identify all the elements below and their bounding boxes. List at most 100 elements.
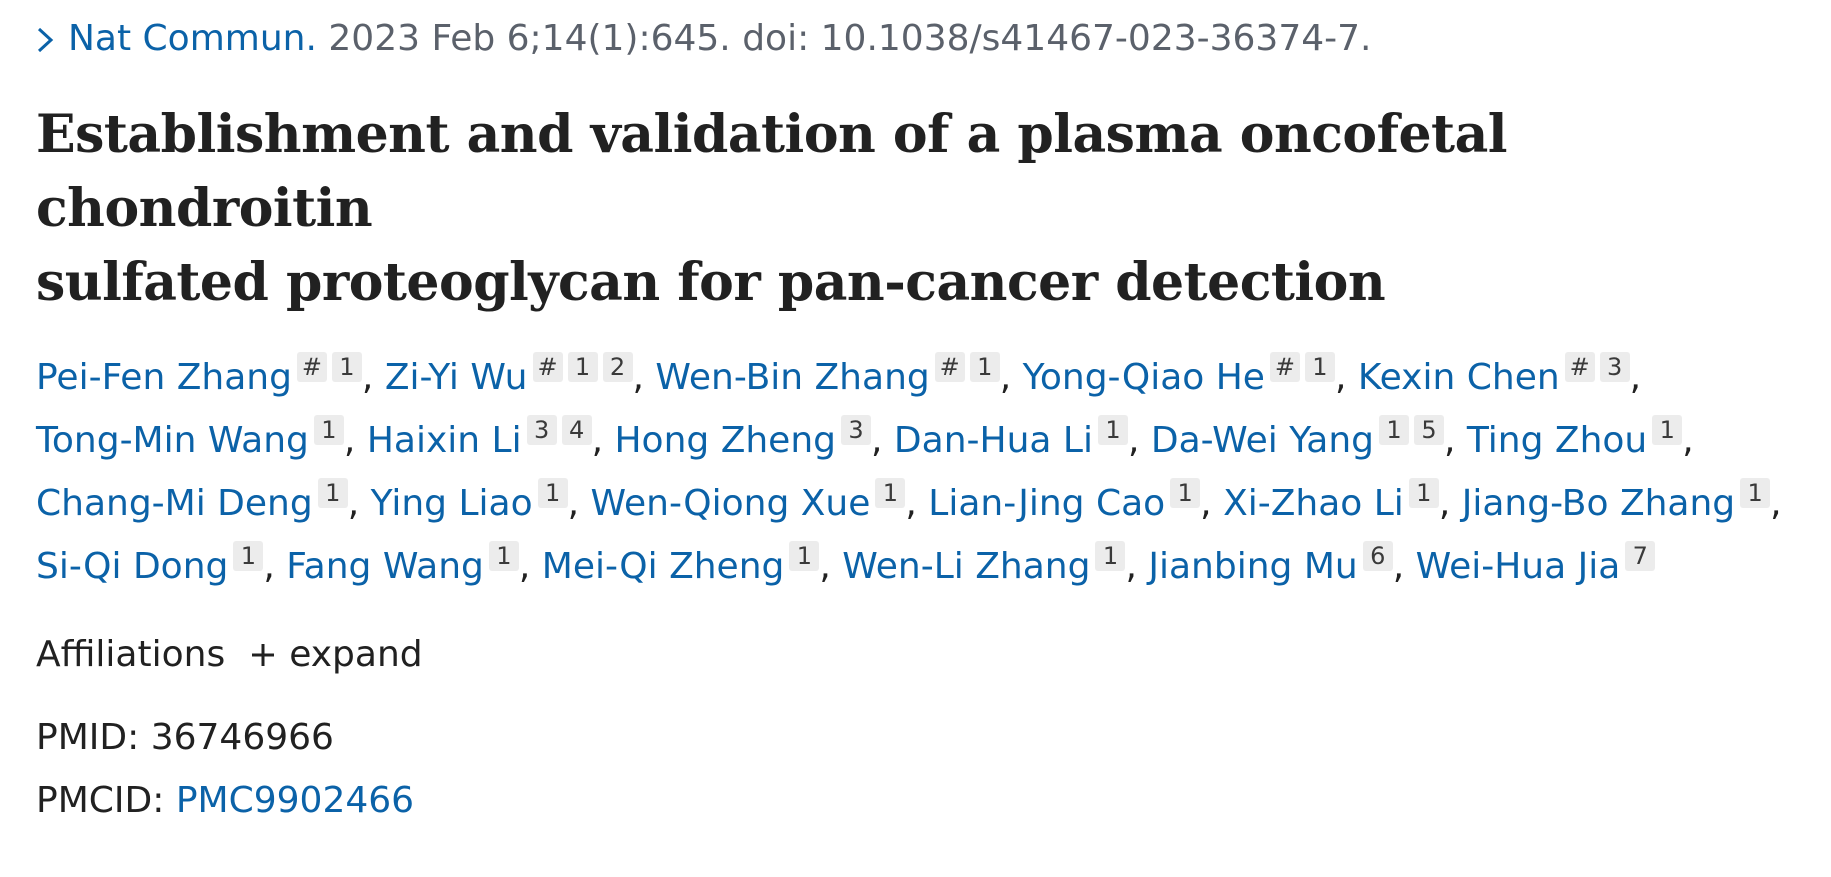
- affiliation-badge[interactable]: 1: [1408, 478, 1439, 508]
- author-separator: ,: [871, 420, 883, 461]
- author-name-link[interactable]: Haixin Li: [366, 420, 522, 461]
- affiliation-badge[interactable]: 3: [526, 415, 557, 445]
- affiliation-badge[interactable]: 6: [1362, 541, 1393, 571]
- expand-label: expand: [289, 634, 423, 675]
- author-separator: ,: [1444, 420, 1456, 461]
- author-separator: ,: [905, 483, 917, 524]
- chevron-right-icon[interactable]: [36, 27, 54, 53]
- author-name-link[interactable]: Yong-Qiao He: [1022, 357, 1265, 398]
- equal-contribution-badge[interactable]: #: [532, 352, 563, 382]
- author-name-link[interactable]: Hong Zheng: [614, 420, 836, 461]
- equal-contribution-badge[interactable]: #: [1269, 352, 1300, 382]
- affiliation-badge[interactable]: 1: [789, 541, 820, 571]
- affiliation-badge[interactable]: 1: [875, 478, 906, 508]
- affiliation-badge[interactable]: 1: [1379, 415, 1410, 445]
- author-name-link[interactable]: Fang Wang: [286, 546, 484, 587]
- affiliations-label: Affiliations: [36, 634, 226, 675]
- author-separator: ,: [1629, 357, 1642, 398]
- author-name-link[interactable]: Jiang-Bo Zhang: [1461, 483, 1736, 524]
- author-name-link[interactable]: Pei-Fen Zhang: [36, 357, 292, 398]
- author-item: Da-Wei Yang 1 5,: [1150, 415, 1456, 461]
- affiliation-badge[interactable]: 1: [1097, 415, 1128, 445]
- author-separator: ,: [1392, 546, 1405, 587]
- journal-link[interactable]: Nat Commun.: [68, 18, 317, 59]
- author-separator: ,: [999, 357, 1012, 398]
- author-name-link[interactable]: Zi-Yi Wu: [384, 357, 528, 398]
- author-item: Dan-Hua Li 1,: [893, 415, 1140, 461]
- title-line-2: sulfated proteoglycan for pan-cancer det…: [36, 252, 1386, 313]
- affiliation-badge[interactable]: 1: [1095, 541, 1126, 571]
- author-name-link[interactable]: Dan-Hua Li: [893, 420, 1093, 461]
- author-name-link[interactable]: Wen-Bin Zhang: [655, 357, 930, 398]
- affiliation-badge[interactable]: 1: [233, 541, 264, 571]
- pmcid-link[interactable]: PMC9902466: [175, 780, 415, 821]
- author-item: Wei-Hua Jia 7: [1415, 541, 1656, 587]
- author-item: Hong Zheng 3,: [614, 415, 883, 461]
- affiliation-badge[interactable]: 1: [317, 478, 348, 508]
- author-item: Tong-Min Wang 1,: [36, 415, 355, 461]
- affiliation-badge[interactable]: 1: [969, 352, 1000, 382]
- affiliation-badge[interactable]: 5: [1414, 415, 1445, 445]
- author-name-link[interactable]: Wei-Hua Jia: [1415, 546, 1621, 587]
- pmid-value: 36746966: [150, 717, 334, 758]
- affiliation-badge[interactable]: 1: [1170, 478, 1201, 508]
- author-item: Pei-Fen Zhang #1,: [36, 352, 374, 398]
- affiliations-row: Affiliations expand: [36, 626, 1831, 684]
- pmcid-label: PMCID:: [36, 780, 165, 821]
- author-separator: ,: [263, 546, 275, 587]
- author-item: Lian-Jing Cao 1,: [928, 478, 1212, 524]
- expand-affiliations-button[interactable]: expand: [251, 626, 423, 684]
- author-item: Haixin Li 3 4,: [366, 415, 604, 461]
- affiliation-badge[interactable]: 4: [561, 415, 592, 445]
- affiliation-badge[interactable]: 1: [1304, 352, 1335, 382]
- author-item: Fang Wang 1,: [286, 541, 530, 587]
- equal-contribution-badge[interactable]: #: [296, 352, 327, 382]
- author-name-link[interactable]: Chang-Mi Deng: [36, 483, 313, 524]
- author-name-link[interactable]: Xi-Zhao Li: [1223, 483, 1404, 524]
- author-list: Pei-Fen Zhang #1, Zi-Yi Wu #1 2, Wen-Bin Zh…: [36, 346, 1826, 598]
- author-name-link[interactable]: Wen-Qiong Xue: [590, 483, 871, 524]
- author-separator: ,: [1127, 420, 1140, 461]
- equal-contribution-badge[interactable]: #: [1564, 352, 1595, 382]
- author-name-link[interactable]: Da-Wei Yang: [1150, 420, 1375, 461]
- affiliation-badge[interactable]: 3: [841, 415, 871, 445]
- article-title: Establishment and validation of a plasma…: [36, 98, 1831, 320]
- author-name-link[interactable]: Ting Zhou: [1466, 420, 1648, 461]
- author-name-link[interactable]: Wen-Li Zhang: [842, 546, 1091, 587]
- author-item: Xi-Zhao Li 1,: [1223, 478, 1451, 524]
- affiliation-badge[interactable]: 3: [1599, 352, 1630, 382]
- author-item: Kexin Chen #3,: [1357, 352, 1642, 398]
- affiliation-badge[interactable]: 7: [1625, 541, 1656, 571]
- author-name-link[interactable]: Mei-Qi Zheng: [541, 546, 785, 587]
- citation-line: Nat Commun. 2023 Feb 6;14(1):645. doi: 1…: [36, 10, 1831, 68]
- title-line-1: Establishment and validation of a plasma…: [36, 104, 1508, 239]
- author-name-link[interactable]: Tong-Min Wang: [36, 420, 309, 461]
- author-separator: ,: [1438, 483, 1451, 524]
- author-item: Wen-Li Zhang 1,: [842, 541, 1137, 587]
- author-name-link[interactable]: Lian-Jing Cao: [928, 483, 1166, 524]
- author-item: Zi-Yi Wu #1 2,: [384, 352, 644, 398]
- author-separator: ,: [591, 420, 604, 461]
- author-name-link[interactable]: Ying Liao: [370, 483, 533, 524]
- affiliation-badge[interactable]: 1: [1652, 415, 1683, 445]
- author-name-link[interactable]: Si-Qi Dong: [36, 546, 229, 587]
- author-separator: ,: [361, 357, 374, 398]
- author-name-link[interactable]: Jianbing Mu: [1148, 546, 1358, 587]
- author-separator: ,: [567, 483, 580, 524]
- affiliation-badge[interactable]: 1: [567, 352, 598, 382]
- affiliation-badge[interactable]: 2: [602, 352, 633, 382]
- author-item: Wen-Bin Zhang #1,: [655, 352, 1012, 398]
- affiliation-badge[interactable]: 1: [313, 415, 344, 445]
- equal-contribution-badge[interactable]: #: [934, 352, 965, 382]
- affiliation-badge[interactable]: 1: [331, 352, 362, 382]
- affiliation-badge[interactable]: 1: [1740, 478, 1771, 508]
- author-separator: ,: [1125, 546, 1137, 587]
- author-item: Wen-Qiong Xue 1,: [590, 478, 917, 524]
- citation-details: 2023 Feb 6;14(1):645. doi: 10.1038/s4146…: [328, 18, 1372, 59]
- affiliation-badge[interactable]: 1: [537, 478, 568, 508]
- affiliation-badge[interactable]: 1: [488, 541, 519, 571]
- author-name-link[interactable]: Kexin Chen: [1357, 357, 1560, 398]
- author-separator: ,: [1770, 483, 1782, 524]
- identifiers: PMID: 36746966 PMCID: PMC9902466: [36, 706, 1831, 832]
